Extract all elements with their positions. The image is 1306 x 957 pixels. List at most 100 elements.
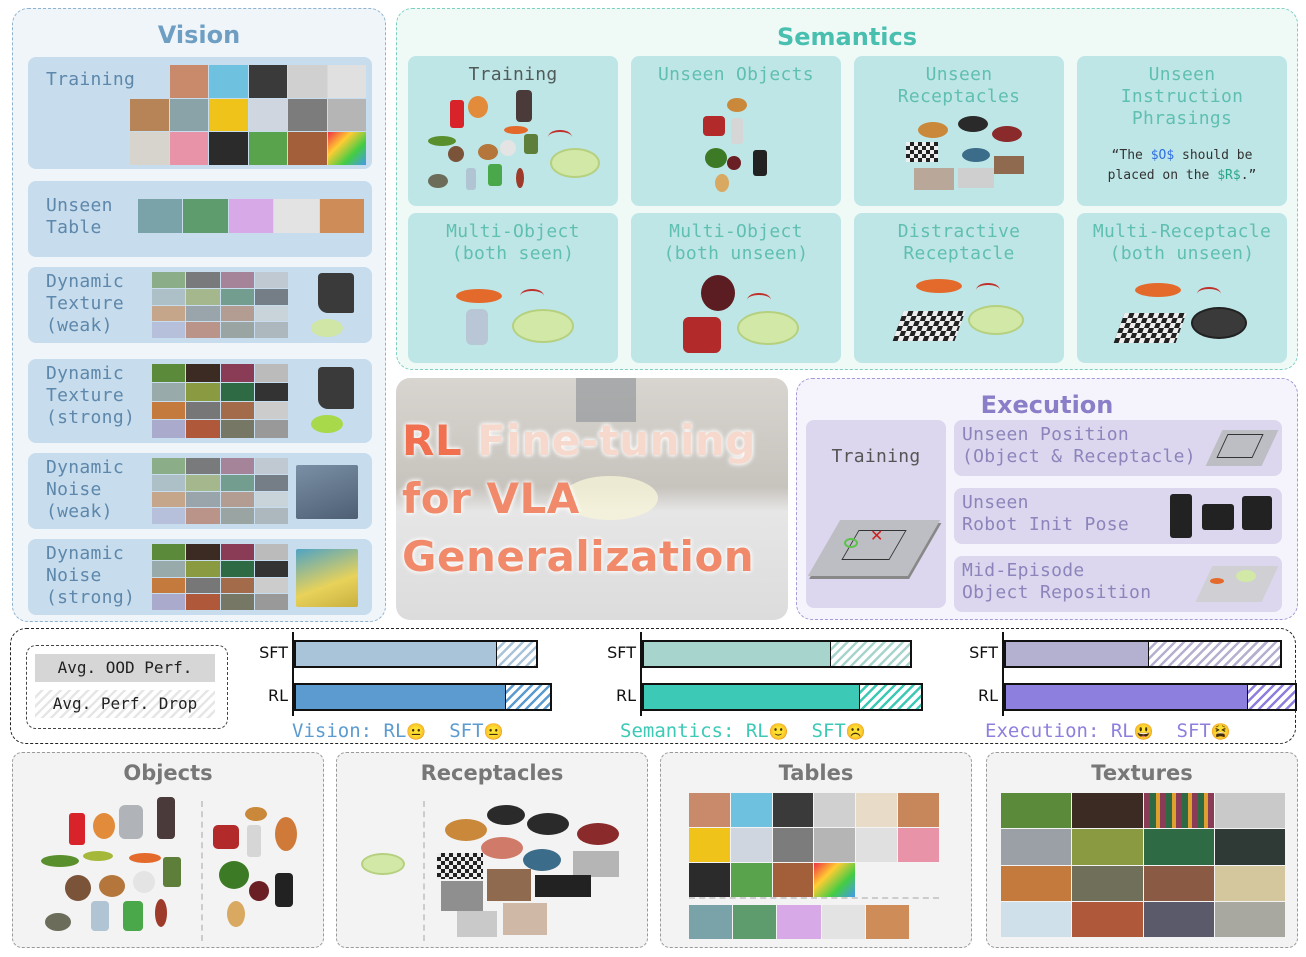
chart-category-label: RL [267, 686, 288, 705]
onion-icon [249, 881, 269, 901]
noisy-scene-thumbnail [296, 549, 358, 607]
sft-emoji: ☹️ [845, 722, 866, 741]
chart-bar-perf [294, 640, 497, 668]
sem-card-multi-receptacle-label: Multi-Receptacle (both unseen) [1092, 221, 1272, 264]
object-placeholder: $O$ [1150, 148, 1175, 163]
chart-bar-drop [1247, 683, 1297, 711]
mat-icon [962, 148, 990, 162]
sem-card-training: Training [408, 56, 618, 206]
spray-icon [119, 805, 143, 839]
chessboard-icon [437, 853, 483, 879]
watering-can-icon [45, 913, 71, 931]
textures-panel: Textures [986, 752, 1298, 948]
title-rl: RL [402, 416, 463, 465]
sem-card-unseen-objects: Unseen Objects [631, 56, 841, 206]
carrot-icon [1135, 283, 1181, 297]
chart-category-label: RL [615, 686, 636, 705]
carrot-icon [916, 279, 962, 293]
chessboard-icon [892, 311, 966, 341]
green-circle-icon [844, 538, 858, 548]
bear-icon [93, 813, 115, 839]
exec-training-label: Training [831, 446, 921, 467]
noise-strong-grid [152, 544, 288, 610]
texture-weak-grid [152, 272, 288, 338]
dark-plate-icon [1191, 307, 1247, 339]
receptacle-placeholder: $R$ [1217, 168, 1241, 183]
robot-arm-icon [318, 367, 354, 409]
sem-card-unseen-receptacles: Unseen Receptacles [854, 56, 1064, 206]
burger-icon [478, 144, 498, 160]
exec-item-robot-init-label: Unseen Robot Init Pose [962, 492, 1130, 535]
spray-icon [466, 309, 488, 345]
title-finetuning: Fine-tuning [477, 416, 756, 465]
vision-dyn-noise-weak-card: Dynamic Noise (weak) [28, 453, 372, 529]
chart-category-label: SFT [607, 643, 636, 662]
mat-icon [535, 875, 591, 897]
carrot-icon [456, 289, 502, 303]
banana-icon [227, 901, 245, 927]
chart-axis [292, 632, 294, 716]
pizza-icon [727, 98, 747, 112]
instruction-part: should be [1174, 148, 1253, 163]
can-icon [753, 150, 767, 176]
vision-dyn-texture-weak-card: Dynamic Texture (weak) [28, 267, 372, 343]
vision-title: Vision [157, 21, 241, 49]
chart-bar-perf [294, 683, 506, 711]
robot-arm-icon [1202, 504, 1234, 530]
sem-card-multi-receptacle: Multi-Receptacle (both unseen) [1077, 213, 1287, 363]
chart-category-label: SFT [259, 643, 288, 662]
sem-card-multi-object-seen-label: Multi-Object (both seen) [446, 221, 580, 264]
vision-unseen-table-label: Unseen Table [46, 195, 113, 238]
plate-icon [968, 305, 1024, 335]
center-title-text: RL Fine-tuning for VLA Generalization [402, 412, 786, 586]
title-generalization: Generalization [402, 532, 755, 581]
plate-icon [512, 309, 574, 343]
sem-card-multi-object-unseen: Multi-Object (both unseen) [631, 213, 841, 363]
robot-arm-icon [318, 273, 354, 313]
sem-card-multi-object-unseen-label: Multi-Object (both unseen) [663, 221, 809, 264]
rl-emoji: 😐 [406, 722, 427, 741]
can-icon [488, 164, 502, 186]
vision-dyn-noise-strong-card: Dynamic Noise (strong) [28, 539, 372, 615]
tables-title: Tables [778, 761, 854, 785]
receptacles-title: Receptacles [420, 761, 564, 785]
arrow-icon [747, 293, 771, 307]
pizza-plate-icon [481, 837, 523, 859]
bottle-icon [516, 90, 532, 122]
robot-arm-icon [1170, 494, 1192, 538]
spray-icon [466, 168, 476, 190]
vision-training-card: Training [28, 57, 372, 169]
unseen-tables-strip [138, 199, 364, 233]
burger-icon [99, 875, 125, 897]
vision-dyn-noise-weak-label: Dynamic Noise (weak) [46, 457, 124, 522]
mug-icon [683, 317, 721, 353]
legend-drop: Avg. Perf. Drop [35, 690, 215, 718]
tray-icon [958, 116, 988, 132]
cloth-icon [457, 911, 497, 937]
table-diagram-icon [1195, 566, 1279, 602]
chart-bar-perf [1004, 683, 1248, 711]
chart-bar-drop [505, 683, 553, 711]
chart-caption: Execution: RL😃 SFT😫 [985, 720, 1231, 742]
objects-panel: Objects [12, 752, 324, 948]
mat-icon [523, 849, 561, 871]
texture-strong-grid [152, 364, 288, 438]
rl-emoji: 🙂 [768, 722, 789, 741]
caption-rl: Execution: RL [985, 720, 1134, 742]
sausage-icon [516, 168, 524, 188]
tray-icon [573, 851, 619, 877]
chart-bar-perf [642, 640, 831, 668]
rl-emoji: 😃 [1133, 722, 1154, 741]
divider [689, 897, 939, 899]
sem-card-multi-object-seen: Multi-Object (both seen) [408, 213, 618, 363]
chart-axis [1002, 632, 1004, 716]
robot-arm-icon [1242, 496, 1272, 530]
noisy-scene-thumbnail [296, 465, 358, 519]
carrot-icon [129, 853, 161, 863]
chart-caption: Vision: RL😐 SFT😐 [292, 720, 503, 742]
tray-icon [487, 805, 525, 825]
objects-title: Objects [123, 761, 213, 785]
divider [201, 801, 203, 941]
arrow-icon [520, 289, 544, 303]
arrow-icon [976, 283, 1000, 297]
